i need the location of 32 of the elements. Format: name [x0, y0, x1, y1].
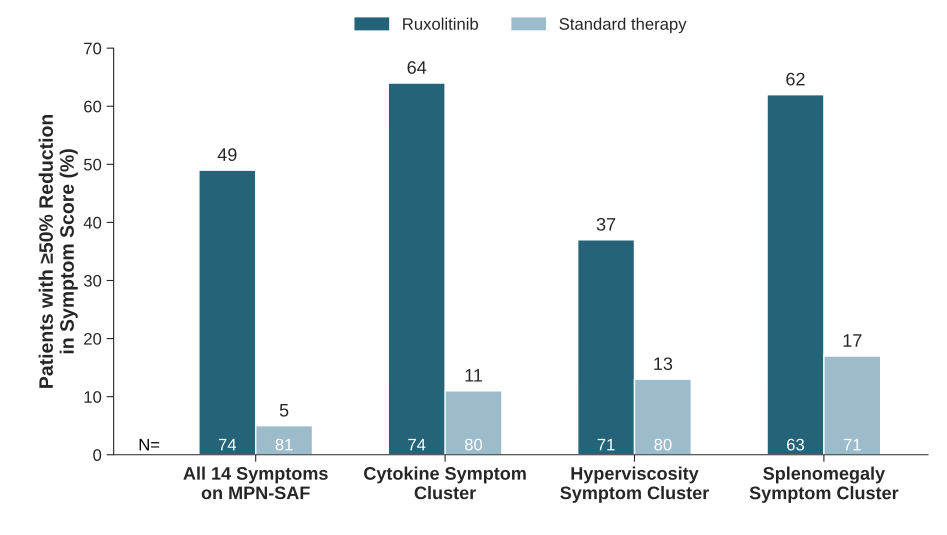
annotation: 71	[844, 438, 861, 450]
x-tick-label: Cytokine Symptom Cluster	[364, 466, 526, 500]
data-label: 64	[408, 61, 426, 74]
y-tick-label: 10	[84, 391, 102, 403]
annotation: 80	[654, 438, 672, 451]
y-axis-title: Patients with ≥50% Reduction in Symptom Score (%)	[38, 114, 78, 388]
annotation: 71	[598, 438, 615, 450]
annotation: 80	[464, 438, 482, 451]
y-tick-label: 70	[84, 42, 102, 54]
x-tick-label: Splenomegaly Symptom Cluster	[750, 466, 898, 503]
data-label: 11	[466, 369, 482, 382]
data-label: 49	[218, 148, 236, 162]
y-tick-label: 60	[84, 100, 102, 112]
annotation: N=	[140, 438, 160, 450]
data-label: 62	[786, 72, 805, 86]
x-tick-label: Hyperviscosity Symptom Cluster	[560, 466, 709, 503]
data-label: 5	[280, 404, 288, 417]
y-tick-label: 40	[84, 216, 102, 229]
y-tick-label: 30	[84, 274, 102, 287]
legend-label: Standard therapy	[559, 18, 687, 34]
y-tick-label: 20	[84, 332, 102, 345]
y-tick-label: 0	[93, 449, 102, 461]
annotation: 74	[408, 438, 426, 450]
data-label: 17	[844, 334, 862, 347]
data-label: 37	[596, 218, 616, 231]
x-tick-label: All 14 Symptoms on MPN-SAF	[183, 466, 328, 500]
y-tick-label: 50	[84, 158, 102, 171]
legend-label: Ruxolitinib	[403, 18, 478, 30]
annotation: 81	[276, 438, 293, 451]
data-label: 13	[654, 357, 672, 370]
annotation: 63	[787, 438, 804, 451]
annotation: 74	[218, 438, 236, 450]
